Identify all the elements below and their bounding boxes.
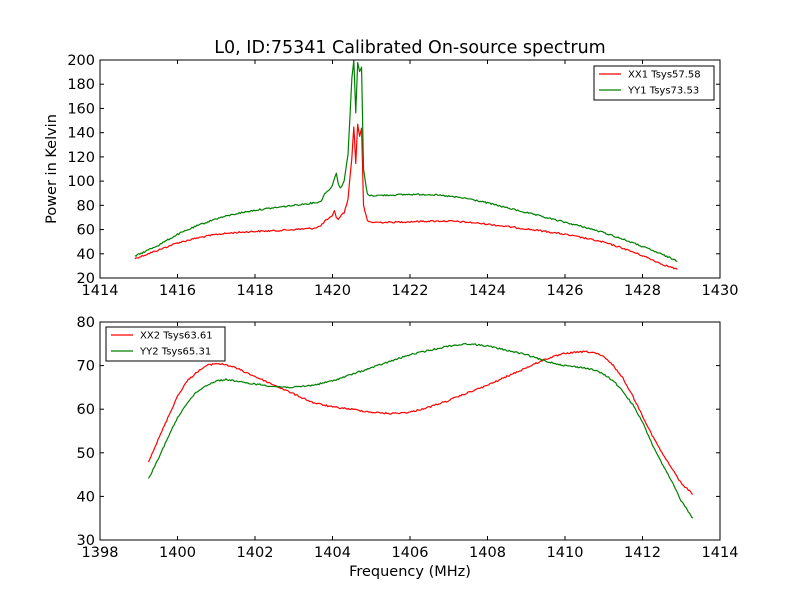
y-tick-label: 80 (77, 315, 95, 331)
x-tick-label: 1410 (547, 545, 584, 561)
x-tick-label: 1398 (82, 545, 119, 561)
x-tick-label: 1402 (237, 545, 274, 561)
x-tick-label: 1420 (314, 283, 351, 299)
x-tick-label: 1426 (547, 283, 584, 299)
x-tick-label: 1406 (392, 545, 429, 561)
bottom-y-ticks: 30 40 50 60 70 80 (77, 315, 720, 549)
x-tick-label: 1412 (624, 545, 661, 561)
bottom-legend-box (105, 326, 226, 362)
y-tick-label: 200 (67, 53, 95, 69)
y-tick-label: 180 (67, 77, 95, 93)
x-tick-label: 1404 (314, 545, 351, 561)
x-tick-label: 1414 (702, 545, 739, 561)
bottom-legend-label-yy2: YY2 Tsys65.31 (139, 347, 211, 358)
x-tick-label: 1400 (159, 545, 196, 561)
x-tick-label: 1430 (702, 283, 739, 299)
top-legend: XX1 Tsys57.58 YY1 Tsys73.53 (593, 65, 715, 101)
top-spectrum-panel: L0, ID:75341 Calibrated On-source spectr… (44, 38, 738, 299)
y-tick-label: 50 (77, 446, 95, 462)
bottom-x-ticks: 1398 1400 1402 1404 1406 1408 1410 1412 1414 (82, 322, 739, 561)
y-tick-label: 140 (67, 126, 95, 142)
y-tick-label: 40 (77, 247, 95, 263)
y-tick-label: 120 (67, 150, 95, 166)
x-tick-label: 1428 (624, 283, 661, 299)
top-legend-label-xx1: XX1 Tsys57.58 (628, 70, 701, 81)
bottom-series-layer (147, 342, 694, 519)
y-tick-label: 70 (77, 359, 95, 375)
y-tick-label: 40 (77, 489, 95, 505)
x-tick-label: 1414 (82, 283, 119, 299)
top-y-axis-label: Power in Kelvin (44, 114, 60, 224)
x-tick-label: 1418 (237, 283, 274, 299)
series-line-yy1 (134, 59, 678, 262)
top-series-layer (134, 59, 678, 270)
top-x-ticks: 1414 1416 1418 1420 1422 1424 1426 1428 1430 (82, 60, 739, 299)
bottom-legend-label-xx2: XX2 Tsys63.61 (140, 331, 213, 342)
top-legend-label-yy1: YY1 Tsys73.53 (627, 86, 699, 97)
y-tick-label: 100 (67, 174, 95, 190)
bottom-x-axis-label: Frequency (MHz) (349, 564, 471, 580)
y-tick-label: 20 (77, 271, 95, 287)
y-tick-label: 160 (67, 101, 95, 117)
y-tick-label: 60 (77, 402, 95, 418)
x-tick-label: 1422 (392, 283, 429, 299)
y-tick-label: 60 (77, 223, 95, 239)
series-line-xx2 (147, 350, 694, 495)
x-tick-label: 1416 (159, 283, 196, 299)
x-tick-label: 1408 (469, 545, 506, 561)
series-line-xx1 (134, 123, 678, 270)
top-chart-title: L0, ID:75341 Calibrated On-source spectr… (214, 38, 605, 58)
series-line-yy2 (147, 342, 694, 519)
bottom-legend: XX2 Tsys63.61 YY2 Tsys65.31 (105, 326, 226, 362)
y-tick-label: 80 (77, 198, 95, 214)
top-y-ticks: 20 40 60 80 100 120 140 160 180 200 (67, 53, 720, 287)
y-tick-label: 30 (77, 533, 95, 549)
top-legend-box (593, 65, 715, 101)
bottom-spectrum-panel: 1398 1400 1402 1404 1406 1408 1410 1412 1414 30 4… (77, 315, 739, 580)
x-tick-label: 1424 (469, 283, 506, 299)
